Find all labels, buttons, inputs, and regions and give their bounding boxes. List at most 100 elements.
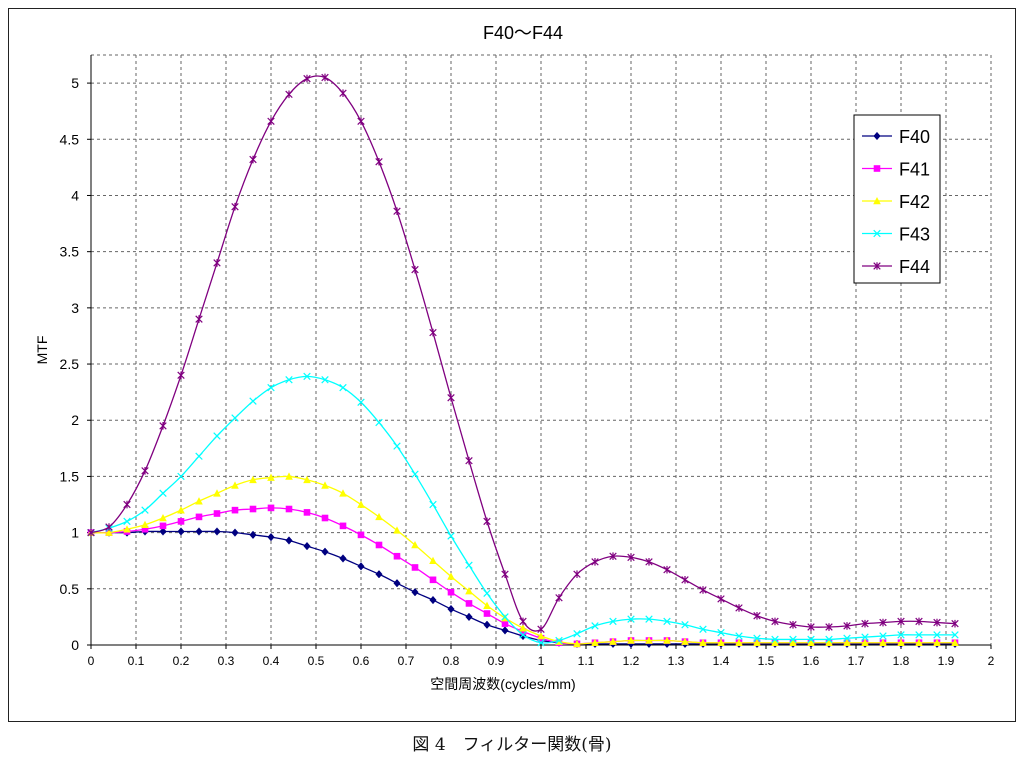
data-point-F44 <box>303 74 311 83</box>
data-point-F44 <box>555 594 563 602</box>
data-point-F42 <box>753 638 761 647</box>
data-point-F40 <box>267 532 275 542</box>
data-point-F44 <box>627 553 635 562</box>
data-point-F43 <box>483 589 491 598</box>
data-point-F42 <box>429 556 437 565</box>
data-point-F44 <box>195 315 203 323</box>
x-tick-label: 1.5 <box>758 654 775 668</box>
data-point-F40 <box>357 562 365 571</box>
data-point-F43 <box>807 635 815 644</box>
data-point-F42 <box>303 475 311 484</box>
legend-label-F40: F40 <box>899 127 930 147</box>
data-point-F41 <box>375 541 383 549</box>
data-point-F42 <box>879 638 887 647</box>
legend-label-F41: F41 <box>899 160 930 180</box>
x-tick-label: 0 <box>88 654 95 668</box>
x-axis-label: 空間周波数(cycles/mm) <box>430 676 575 692</box>
data-point-F44 <box>375 157 383 166</box>
data-point-F44 <box>591 558 599 566</box>
data-point-F44 <box>915 617 923 626</box>
data-point-F41 <box>519 628 527 635</box>
data-point-F44 <box>141 467 149 475</box>
data-point-F42 <box>357 500 365 508</box>
x-tick-label: 1 <box>538 654 545 668</box>
data-point-F42 <box>285 472 293 480</box>
data-point-F44 <box>267 117 275 126</box>
data-point-F44 <box>645 558 653 566</box>
data-point-F44 <box>393 207 401 216</box>
data-point-F41 <box>483 610 491 617</box>
data-point-F42 <box>177 506 185 514</box>
data-point-F43 <box>501 613 509 621</box>
legend-box <box>853 114 941 284</box>
data-point-F44 <box>735 604 743 612</box>
data-point-F44 <box>159 422 167 430</box>
data-point-F44 <box>879 618 887 627</box>
data-point-F43 <box>159 489 167 498</box>
data-point-F41 <box>303 509 311 516</box>
legend-swatch-marker <box>873 165 881 172</box>
data-point-F43 <box>285 376 293 384</box>
data-point-F44 <box>861 619 869 628</box>
chart-title: F40〜F44 <box>483 23 563 43</box>
data-point-F43 <box>447 532 455 540</box>
data-point-F44 <box>447 393 455 402</box>
data-point-F43 <box>177 472 185 481</box>
data-point-F42 <box>951 638 959 647</box>
data-point-F44 <box>951 619 959 628</box>
data-point-F42 <box>393 526 401 534</box>
data-point-F42 <box>105 528 113 536</box>
y-tick-label: 3.5 <box>60 244 80 260</box>
data-point-F41 <box>177 518 185 525</box>
y-tick-label: 1 <box>71 525 79 541</box>
x-tick-label: 0.6 <box>353 654 370 668</box>
legend-swatch-marker <box>873 197 881 205</box>
data-point-F43 <box>915 631 923 639</box>
data-point-F44 <box>411 265 419 274</box>
data-point-F43 <box>357 398 365 406</box>
data-point-F41 <box>213 510 221 517</box>
data-point-F43 <box>735 632 743 640</box>
data-point-F43 <box>249 397 257 405</box>
data-point-F42 <box>645 636 653 644</box>
data-point-F41 <box>231 506 239 514</box>
data-point-F44 <box>285 90 293 99</box>
data-point-F42 <box>807 638 815 647</box>
x-tick-label: 1.1 <box>578 654 595 668</box>
data-point-F41 <box>159 522 167 530</box>
data-point-F43 <box>951 631 959 639</box>
data-point-F44 <box>753 611 761 620</box>
data-point-F43 <box>717 628 725 637</box>
data-point-F44 <box>465 456 473 465</box>
data-point-F43 <box>267 383 275 392</box>
data-point-F41 <box>339 522 347 530</box>
data-point-F44 <box>933 618 941 627</box>
data-point-F40 <box>213 527 221 536</box>
data-point-F44 <box>339 89 347 98</box>
legend: F40 F41 F42 F43 F44 <box>853 114 941 284</box>
data-point-F40 <box>429 595 437 605</box>
data-point-F42 <box>933 638 941 647</box>
legend-label-F44: F44 <box>899 257 930 277</box>
data-point-F41 <box>429 576 437 584</box>
data-point-F43 <box>303 372 311 381</box>
data-point-F42 <box>609 637 617 645</box>
data-point-F43 <box>609 617 617 626</box>
data-point-F44 <box>87 528 95 537</box>
x-tick-label: 2 <box>988 654 995 668</box>
data-point-F42 <box>681 637 689 645</box>
data-point-F42 <box>771 638 779 647</box>
series-F43 <box>87 372 959 647</box>
data-point-F42 <box>699 638 707 647</box>
data-point-F40 <box>483 620 491 629</box>
x-tick-label: 0.1 <box>128 654 145 668</box>
y-tick-label: 4.5 <box>60 131 80 147</box>
data-point-F44 <box>897 617 905 626</box>
data-point-F41 <box>267 504 275 512</box>
y-tick-label: 2.5 <box>60 356 80 372</box>
legend-swatch-marker <box>873 262 881 270</box>
data-point-F44 <box>501 570 509 578</box>
data-point-F44 <box>825 623 833 631</box>
data-point-F43 <box>879 632 887 640</box>
data-point-F43 <box>933 631 941 639</box>
